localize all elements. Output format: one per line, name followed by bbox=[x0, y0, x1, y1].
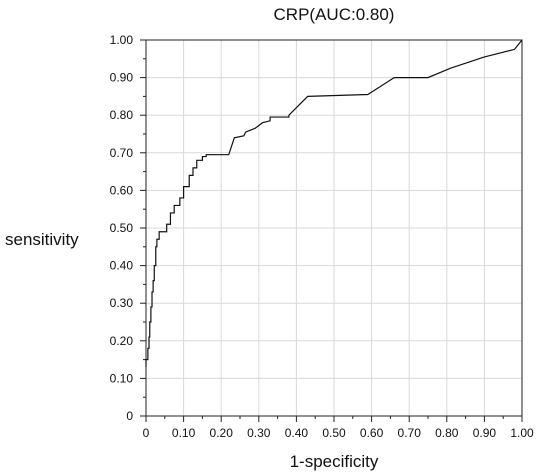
roc-curve bbox=[145, 39, 523, 368]
x-tick-label: 0.70 bbox=[398, 426, 422, 440]
y-tick-label: 0.50 bbox=[110, 221, 134, 235]
y-axis-ticks: 0 0.10 0.20 0.30 0.40 0.50 0.60 0.70 0.80 0.90 1.0… bbox=[110, 33, 146, 423]
x-tick-label: 0.90 bbox=[473, 426, 497, 440]
x-tick-label: 1.00 bbox=[510, 426, 534, 440]
x-tick-label: 0 bbox=[143, 426, 150, 440]
x-tick-label: 0.50 bbox=[322, 426, 346, 440]
x-tick-label: 0.40 bbox=[285, 426, 309, 440]
x-tick-label: 0.80 bbox=[435, 426, 459, 440]
y-tick-label: 0.80 bbox=[110, 108, 134, 122]
x-tick-label: 0.30 bbox=[247, 426, 271, 440]
x-axis-label: 1-specificity bbox=[290, 452, 379, 471]
y-tick-label: 0.10 bbox=[110, 371, 134, 385]
y-tick-label: 0.90 bbox=[110, 71, 134, 85]
y-tick-label: 1.00 bbox=[110, 33, 134, 47]
y-tick-label: 0 bbox=[126, 409, 133, 423]
chart-title: CRP(AUC:0.80) bbox=[274, 5, 395, 24]
y-tick-label: 0.70 bbox=[110, 146, 134, 160]
grid bbox=[146, 40, 522, 416]
y-axis-label: sensitivity bbox=[5, 230, 79, 249]
y-tick-label: 0.20 bbox=[110, 334, 134, 348]
x-tick-label: 0.60 bbox=[360, 426, 384, 440]
y-tick-label: 0.40 bbox=[110, 259, 134, 273]
x-tick-label: 0.10 bbox=[172, 426, 196, 440]
y-tick-label: 0.60 bbox=[110, 183, 134, 197]
x-axis-ticks: 0 0.10 0.20 0.30 0.40 0.50 0.60 0.70 0.80 0.90 1.0… bbox=[143, 416, 534, 440]
y-tick-label: 0.30 bbox=[110, 296, 134, 310]
x-tick-label: 0.20 bbox=[210, 426, 234, 440]
